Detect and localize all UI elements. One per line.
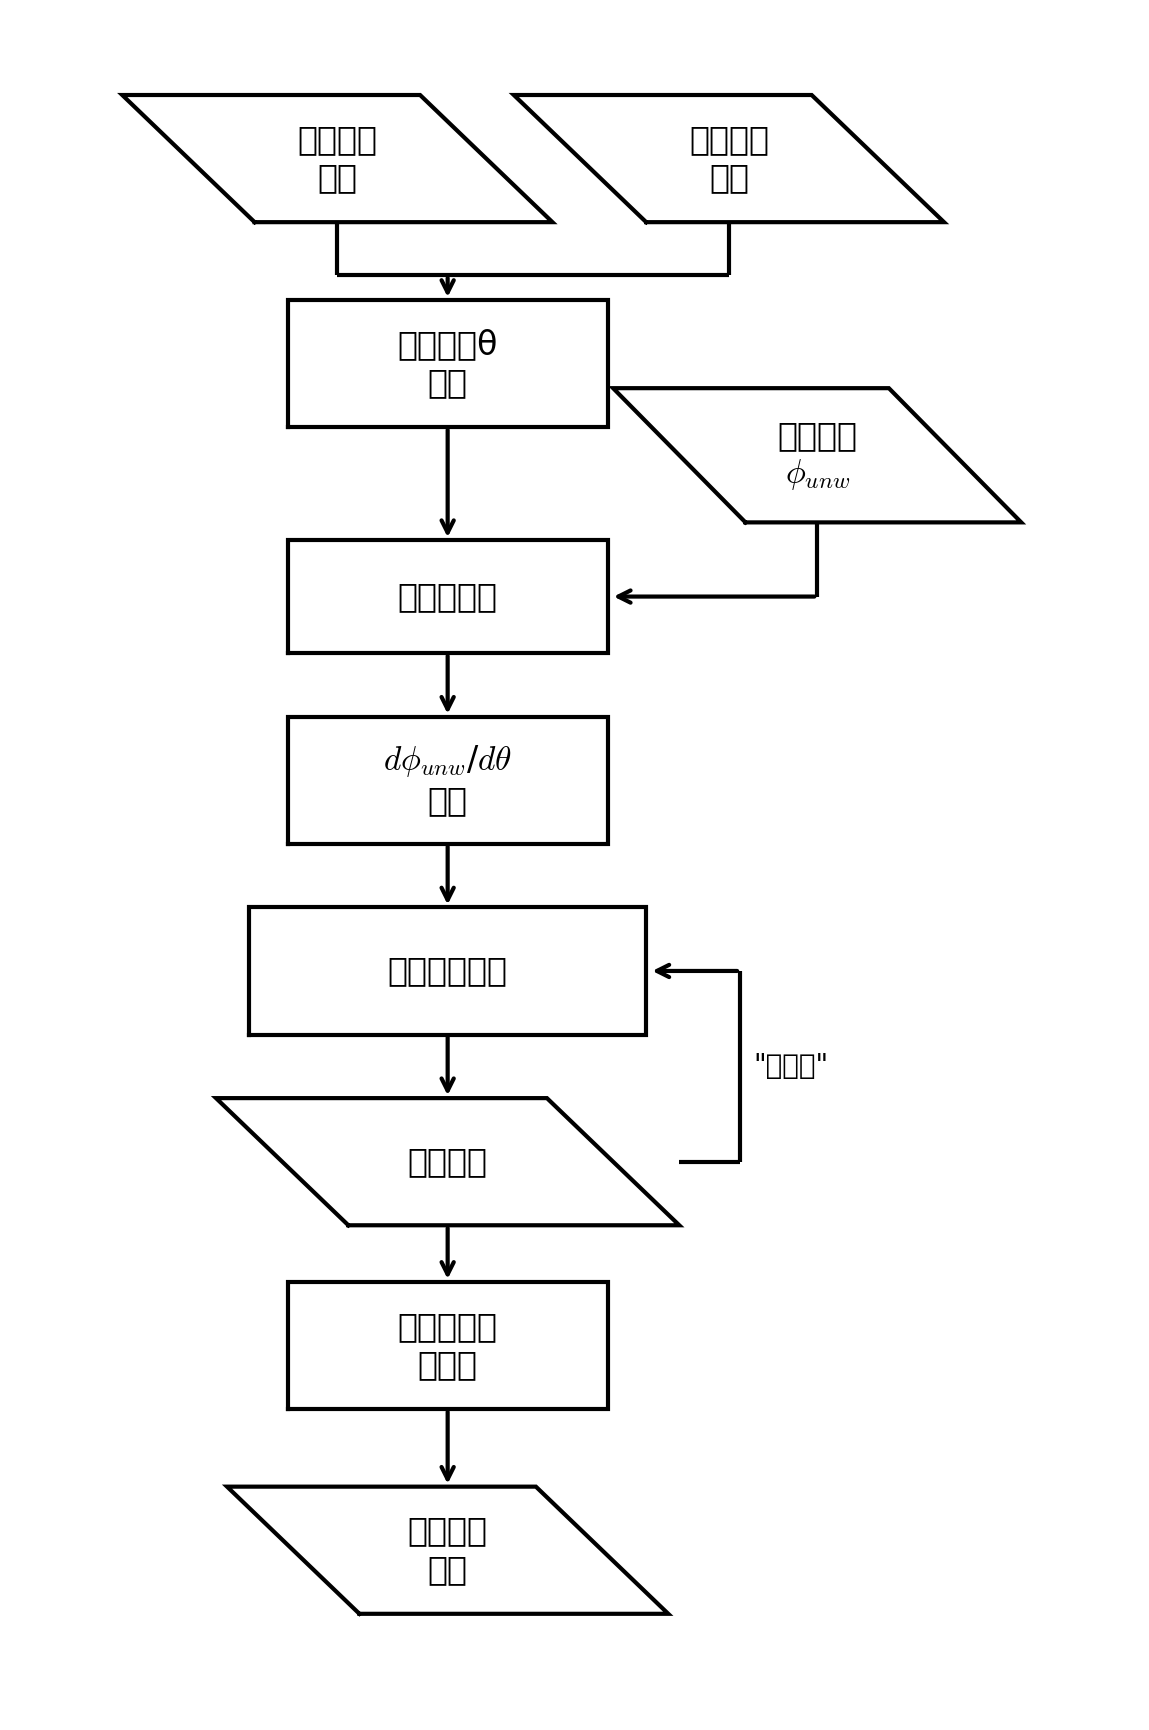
Text: 参考湖面
高度: 参考湖面 高度 <box>298 123 377 194</box>
Text: 雷达视角θ
计算: 雷达视角θ 计算 <box>398 329 498 400</box>
Text: $d\phi_{unw}$/$d\theta$
计算: $d\phi_{unw}$/$d\theta$ 计算 <box>383 744 512 817</box>
Text: 基线参数: 基线参数 <box>408 1145 487 1178</box>
Text: 多项式拟合: 多项式拟合 <box>398 580 498 612</box>
Text: 解缠相位
$\phi_{unw}$: 解缠相位 $\phi_{unw}$ <box>777 419 857 491</box>
Text: 干涉相位偏
置估计: 干涉相位偏 置估计 <box>398 1310 498 1381</box>
Text: "两步法": "两步法" <box>754 1052 828 1080</box>
Text: 观测几何
参数: 观测几何 参数 <box>689 123 769 194</box>
Text: 干涉基线估计: 干涉基线估计 <box>387 955 508 988</box>
Text: 干涉相位
偏置: 干涉相位 偏置 <box>408 1515 487 1586</box>
